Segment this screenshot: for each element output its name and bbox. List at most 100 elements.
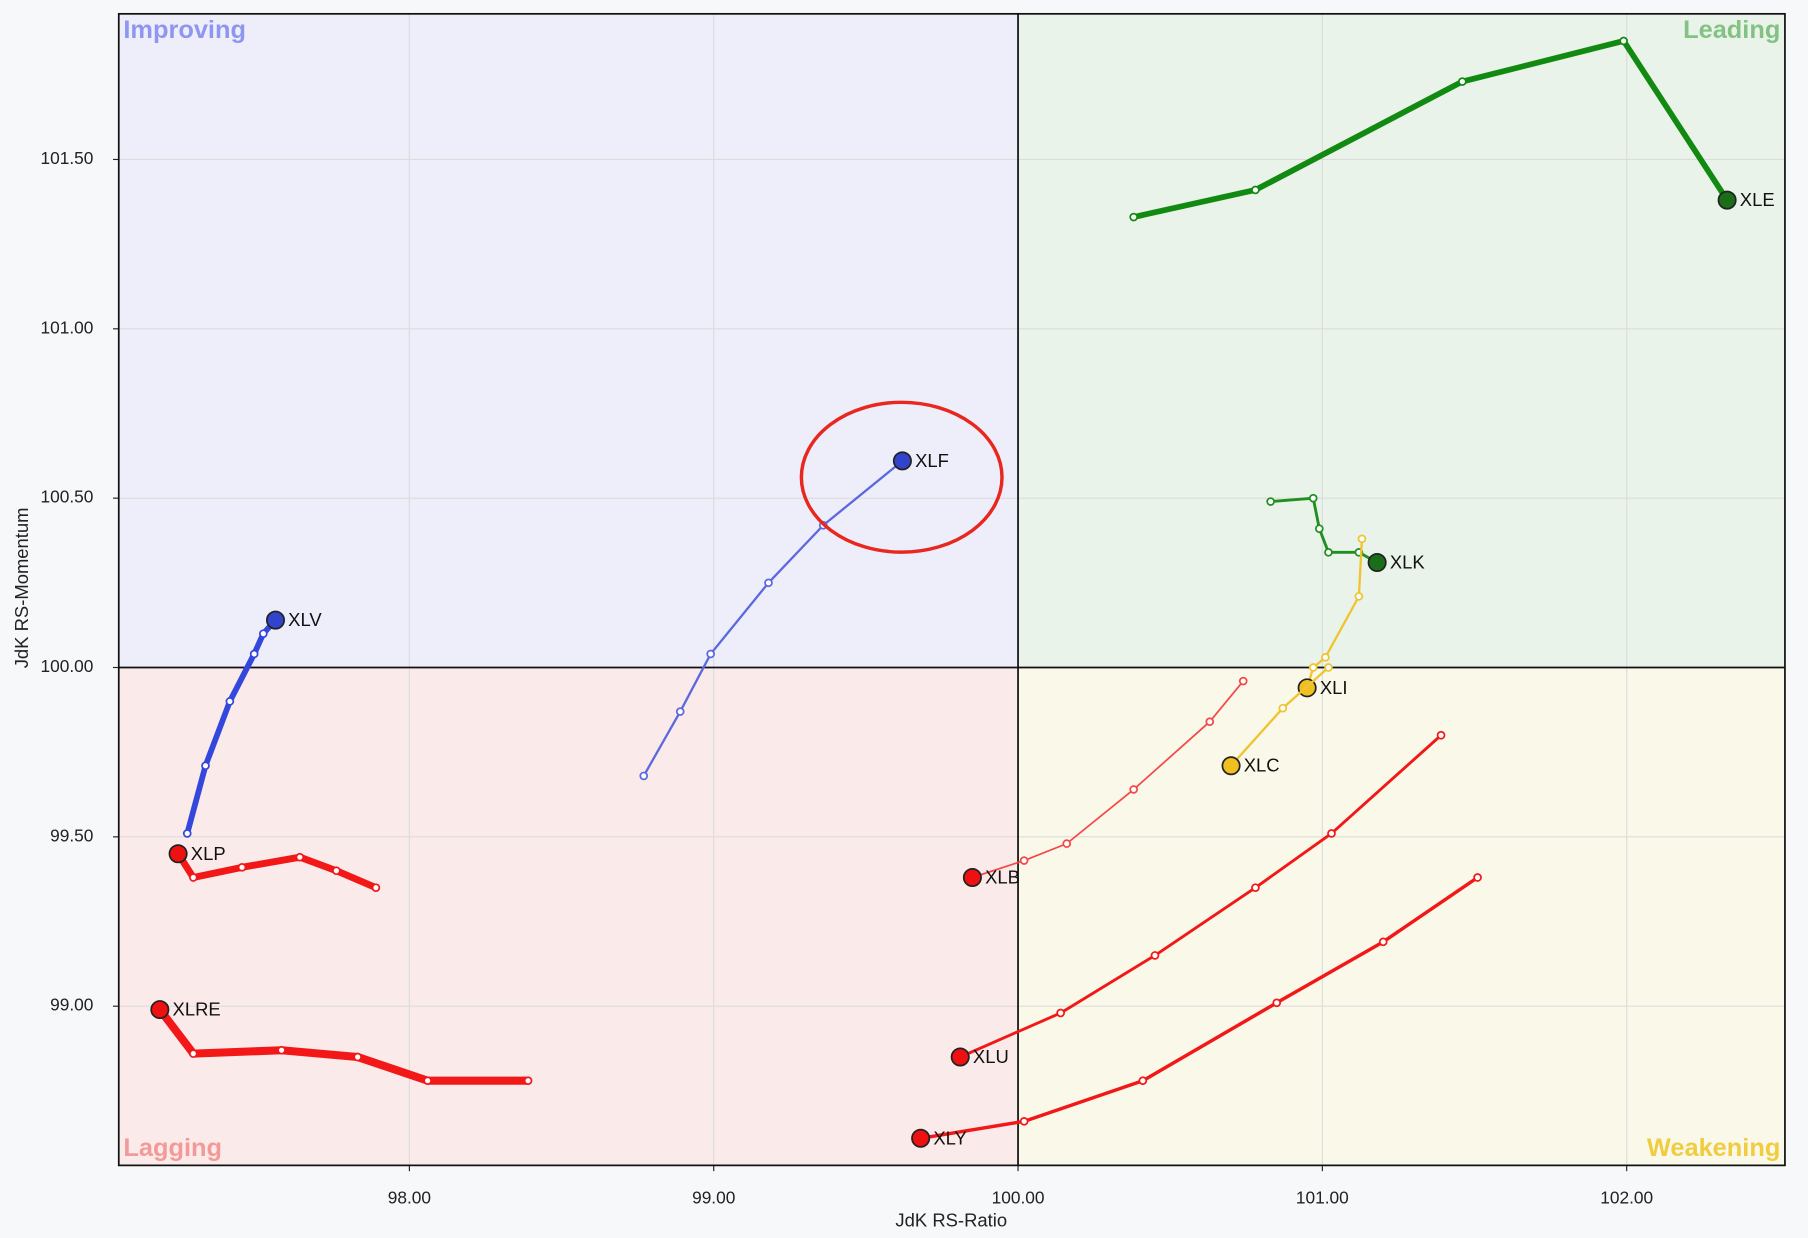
plot-frame xyxy=(117,12,1786,1167)
tail-point xyxy=(1251,883,1260,892)
quadrant-lagging xyxy=(118,667,1019,1166)
y-tick-label: 100.50 xyxy=(41,487,94,507)
series-label: XLC xyxy=(1244,755,1280,776)
x-tick-label: 100.00 xyxy=(992,1187,1045,1207)
quadrant-leading xyxy=(1018,13,1785,668)
tail-line xyxy=(958,733,1443,1059)
series: XLE XLK XLI XLC XLF XLV XLP XLRE XLB XLU XLY xyxy=(150,36,1775,1148)
x-axis-label: JdK RS-Ratio xyxy=(895,1210,1007,1231)
tail-line xyxy=(971,680,1245,879)
tail-point xyxy=(1062,839,1072,848)
tail-point xyxy=(189,873,198,882)
tail-point xyxy=(1314,524,1324,533)
x-tick-label: 102.00 xyxy=(1600,1187,1653,1207)
tail-point xyxy=(1056,1008,1065,1018)
x-tick-label: 99.00 xyxy=(692,1187,735,1207)
tail-point xyxy=(277,1045,286,1055)
series-label: XLE xyxy=(1740,189,1775,210)
grid: 98.00 99.00 100.00 101.00 102.00 99.00 99.50 10… xyxy=(41,12,1786,1207)
quadrants xyxy=(118,13,1785,1166)
series-label: XLI xyxy=(1320,677,1348,698)
tail-point xyxy=(1354,592,1364,601)
head-point xyxy=(962,867,982,888)
x-tick-label: 98.00 xyxy=(388,1187,431,1207)
quadrant-weakening xyxy=(1018,667,1785,1166)
tail-point xyxy=(1272,998,1282,1008)
tail-point xyxy=(189,1049,198,1058)
series-label: XLB xyxy=(985,867,1020,888)
tail-point xyxy=(332,866,341,876)
tail-line xyxy=(642,459,904,778)
tail-point xyxy=(1251,185,1260,195)
head-point xyxy=(1367,553,1387,573)
tail-point xyxy=(706,649,715,659)
tail-point xyxy=(1205,717,1215,727)
head-point xyxy=(892,451,912,471)
tail-point xyxy=(1129,785,1139,794)
tail-point xyxy=(1357,534,1367,544)
head-point xyxy=(1717,190,1737,210)
highlight-circle xyxy=(799,400,1004,554)
tail-line xyxy=(155,1005,533,1085)
y-tick-label: 99.50 xyxy=(50,825,93,845)
tail-point xyxy=(225,697,235,706)
quadrant-label: Leading xyxy=(1683,16,1780,44)
head-point xyxy=(150,1000,170,1020)
tail-point xyxy=(1129,212,1139,222)
quadrant-label: Lagging xyxy=(123,1134,222,1162)
tail-line xyxy=(174,850,380,892)
tail-point xyxy=(1238,676,1248,686)
tail-point xyxy=(675,707,685,716)
quadrant-improving xyxy=(118,13,1019,668)
tail-point xyxy=(182,829,192,838)
tail-point xyxy=(201,761,210,771)
tail-point xyxy=(1324,548,1333,557)
tail-point xyxy=(1308,663,1318,672)
tail-point xyxy=(1308,493,1318,503)
y-tick-label: 99.00 xyxy=(50,995,93,1015)
tail-point xyxy=(1150,951,1160,960)
tail-point xyxy=(1327,829,1336,838)
series-label: XLF xyxy=(915,450,949,471)
head-point xyxy=(168,844,188,864)
tail-point xyxy=(1019,1117,1029,1126)
series-label: XLP xyxy=(191,843,226,864)
y-tick-label: 101.00 xyxy=(41,317,94,337)
head-point xyxy=(950,1047,970,1067)
tail-point xyxy=(258,629,268,638)
tail-point xyxy=(1321,653,1330,662)
series-label: XLK xyxy=(1390,552,1426,573)
series-label: XLU xyxy=(973,1046,1009,1067)
tail-point xyxy=(371,883,381,892)
x-tick-label: 101.00 xyxy=(1296,1187,1349,1207)
quadrant-label: Improving xyxy=(123,16,246,44)
series-label: XLV xyxy=(288,609,322,630)
quadrant-label: Weakening xyxy=(1647,1134,1780,1162)
tail-point xyxy=(523,1076,533,1086)
tail-point xyxy=(1619,36,1628,46)
series-label: XLRE xyxy=(173,999,221,1020)
tail-point xyxy=(639,771,649,781)
tail-point xyxy=(249,649,259,659)
y-tick-label: 101.50 xyxy=(41,148,94,168)
tail-point xyxy=(295,852,305,862)
head-point xyxy=(911,1128,931,1148)
y-tick-label: 100.00 xyxy=(41,656,94,676)
tail-point xyxy=(1138,1076,1148,1086)
y-axis-label: JdK RS-Momentum xyxy=(11,507,32,668)
tail-point xyxy=(353,1052,362,1062)
tail-point xyxy=(1278,703,1288,713)
tail-point xyxy=(1019,856,1029,865)
tail-point xyxy=(1324,663,1333,672)
tail-point xyxy=(1436,730,1446,740)
tail-point xyxy=(764,578,773,588)
series-label: XLY xyxy=(933,1127,966,1148)
tail-point xyxy=(1473,873,1482,882)
tail-point xyxy=(1378,937,1388,947)
tail-line xyxy=(918,875,1480,1141)
tail-point xyxy=(1458,77,1467,86)
tail-point xyxy=(237,863,247,872)
head-point xyxy=(265,610,286,630)
